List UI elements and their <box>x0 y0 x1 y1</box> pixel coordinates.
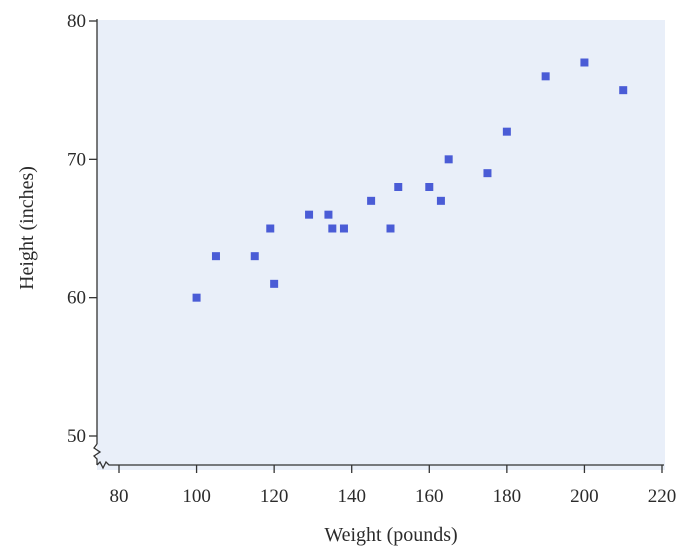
data-point <box>266 224 275 233</box>
data-point <box>425 183 434 191</box>
x-axis-line <box>96 460 664 470</box>
plot-background <box>97 20 665 470</box>
data-point <box>444 155 453 164</box>
data-point <box>324 210 333 219</box>
x-axis: 80 100 120 140 160 180 200 220 <box>96 460 677 507</box>
y-tick-label: 50 <box>67 426 86 447</box>
data-point <box>502 127 511 136</box>
data-point <box>305 210 314 219</box>
data-point <box>394 183 403 191</box>
data-point <box>192 293 201 302</box>
y-tick-label: 70 <box>67 149 86 170</box>
x-tick-label: 220 <box>648 486 677 507</box>
data-point <box>270 279 279 288</box>
x-tick-label: 160 <box>415 486 444 507</box>
data-point <box>541 72 550 81</box>
data-point <box>211 252 220 261</box>
data-point <box>367 196 376 205</box>
data-point <box>483 169 492 178</box>
y-axis: 50 60 70 80 <box>67 11 102 465</box>
data-point <box>619 86 628 95</box>
x-tick-label: 80 <box>110 486 129 507</box>
x-tick-label: 120 <box>260 486 289 507</box>
data-point <box>339 224 348 233</box>
y-tick-label: 80 <box>67 11 86 32</box>
x-tick-label: 180 <box>493 486 522 507</box>
data-point <box>386 224 395 233</box>
data-point <box>580 58 589 67</box>
x-tick-label: 100 <box>182 486 211 507</box>
y-axis-title: Height (inches) <box>16 166 38 290</box>
y-tick-label: 60 <box>67 288 86 309</box>
data-points <box>192 58 628 302</box>
data-point <box>436 196 445 205</box>
x-axis-title: Weight (pounds) <box>324 524 457 546</box>
y-axis-break <box>92 443 102 465</box>
data-point <box>250 252 259 261</box>
data-point <box>328 224 337 233</box>
x-tick-label: 140 <box>337 486 366 507</box>
x-tick-label: 200 <box>570 486 599 507</box>
